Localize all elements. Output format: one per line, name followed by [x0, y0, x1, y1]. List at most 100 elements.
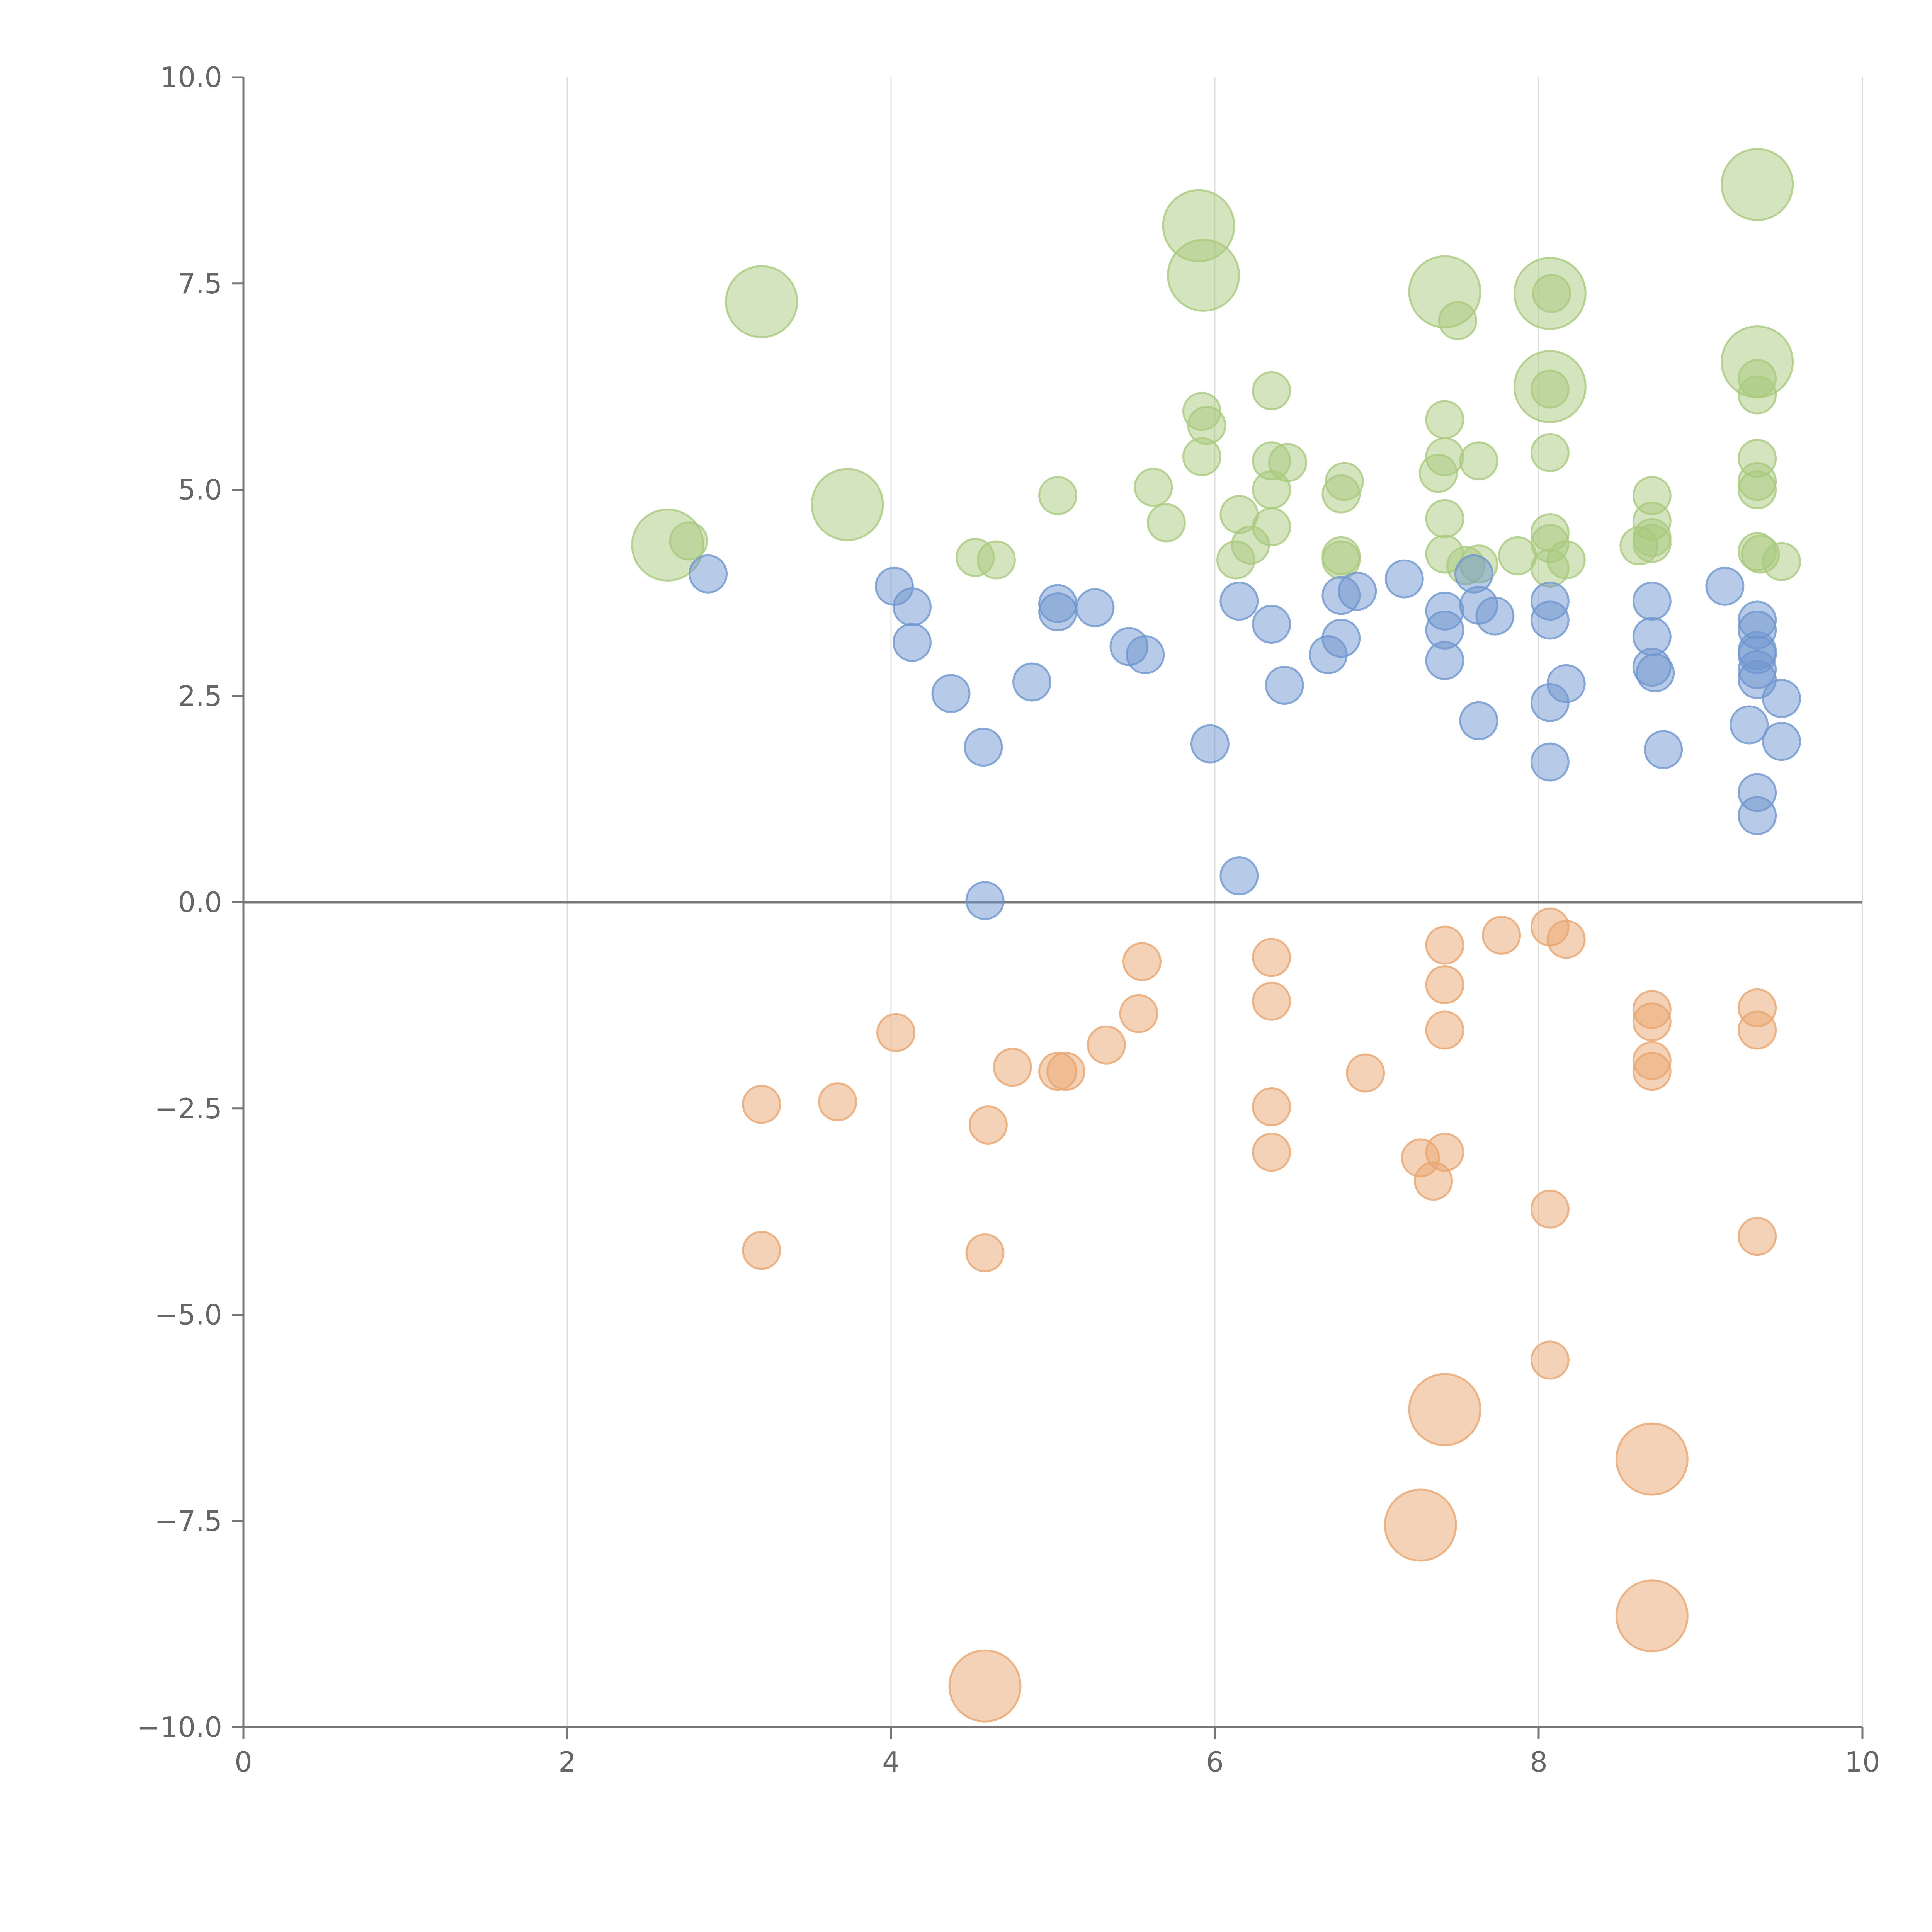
- green-point: [1738, 375, 1777, 415]
- blue-point: [1012, 662, 1052, 702]
- tick-labels: 10.0 7.5 5.0 2.5 0.0 −2.5 −5.0 −7.5 −10.0 0 2 4 6 8 10: [137, 61, 1880, 1778]
- orange-point: [1632, 1052, 1672, 1091]
- green-point: [1738, 470, 1777, 509]
- orange-point: [1546, 920, 1586, 959]
- green-point: [1530, 369, 1570, 409]
- y-tick-label: 5.0: [178, 474, 222, 506]
- green-point: [1530, 548, 1570, 588]
- green-point: [1038, 476, 1078, 515]
- x-tick-label: 6: [1206, 1746, 1224, 1778]
- orange-point: [1087, 1025, 1126, 1065]
- green-point: [1167, 238, 1240, 312]
- y-tick-label: −2.5: [155, 1092, 222, 1125]
- orange-point: [1482, 915, 1521, 955]
- green-point: [1721, 148, 1794, 221]
- blue-point: [1075, 588, 1115, 628]
- green-point: [1252, 470, 1291, 509]
- blue-point: [1644, 730, 1683, 769]
- green-point: [811, 468, 884, 541]
- green-point: [1146, 503, 1186, 543]
- green-point: [1252, 371, 1291, 410]
- green-point: [1425, 499, 1464, 538]
- blue-point: [1219, 856, 1259, 896]
- blue-point: [1636, 653, 1675, 692]
- green-point: [1321, 474, 1361, 514]
- green-point: [1530, 433, 1570, 472]
- blue-point: [964, 728, 1003, 767]
- green-point: [1532, 274, 1571, 313]
- orange-point: [1425, 965, 1464, 1004]
- orange-point: [1425, 925, 1464, 965]
- blue-point: [1384, 559, 1424, 599]
- blue-point: [965, 881, 1005, 920]
- y-tick-label: 7.5: [178, 267, 222, 300]
- blue-point: [1762, 679, 1801, 718]
- orange-point: [1615, 1579, 1689, 1653]
- blue-point: [1459, 701, 1498, 740]
- blue-point: [689, 554, 728, 594]
- blue-point: [892, 587, 932, 627]
- y-tick-label: 10.0: [160, 61, 222, 94]
- blue-point: [1425, 641, 1464, 680]
- green-point: [1216, 540, 1255, 580]
- orange-point: [965, 1233, 1005, 1272]
- data-points: [631, 148, 1801, 1723]
- orange-point: [968, 1105, 1008, 1145]
- blue-point: [1530, 742, 1570, 782]
- blue-point: [1265, 665, 1304, 705]
- blue-point: [1738, 796, 1777, 835]
- x-tick-label: 2: [558, 1746, 576, 1778]
- x-tick-label: 10: [1845, 1746, 1880, 1778]
- orange-point: [1346, 1053, 1385, 1093]
- green-point: [1459, 441, 1498, 481]
- orange-point: [818, 1082, 857, 1122]
- axes: [232, 76, 1864, 1739]
- blue-point: [892, 622, 932, 662]
- orange-point: [1122, 942, 1162, 981]
- green-point: [669, 521, 708, 561]
- y-tick-label: −5.0: [155, 1299, 222, 1331]
- orange-point: [1252, 938, 1291, 977]
- y-tick-label: −7.5: [155, 1505, 222, 1537]
- blue-point: [1338, 571, 1377, 611]
- orange-point: [1425, 1010, 1464, 1050]
- green-point: [1418, 454, 1458, 493]
- y-tick-label: 2.5: [178, 680, 222, 712]
- blue-point: [1126, 635, 1165, 674]
- green-point: [1425, 400, 1464, 439]
- orange-point: [742, 1231, 781, 1270]
- blue-point: [1321, 619, 1361, 658]
- y-tick-label: 0.0: [178, 886, 222, 918]
- green-point: [725, 265, 798, 338]
- blue-point: [1190, 724, 1230, 764]
- blue-point: [1038, 592, 1078, 631]
- orange-point: [876, 1013, 916, 1052]
- orange-point: [1119, 994, 1158, 1033]
- green-point: [976, 540, 1016, 580]
- green-point: [1182, 437, 1221, 476]
- orange-point: [1252, 1087, 1291, 1126]
- orange-point: [1252, 981, 1291, 1021]
- orange-point: [1632, 1002, 1672, 1042]
- green-point: [1438, 301, 1477, 340]
- orange-point: [1530, 1340, 1570, 1380]
- orange-point: [993, 1048, 1032, 1087]
- blue-point: [1530, 600, 1570, 640]
- blue-point: [1762, 722, 1801, 761]
- blue-point: [1252, 605, 1291, 644]
- orange-point: [948, 1649, 1022, 1723]
- orange-point: [1408, 1373, 1481, 1446]
- orange-point: [1738, 1010, 1777, 1050]
- orange-point: [1252, 1133, 1291, 1172]
- orange-point: [742, 1085, 781, 1124]
- orange-point: [1530, 1189, 1570, 1229]
- green-point: [1619, 526, 1659, 566]
- x-tick-label: 8: [1530, 1746, 1548, 1778]
- blue-point: [1475, 596, 1515, 636]
- blue-point: [931, 674, 971, 713]
- green-point: [1762, 542, 1801, 581]
- blue-point: [1546, 664, 1586, 703]
- x-tick-label: 0: [235, 1746, 252, 1778]
